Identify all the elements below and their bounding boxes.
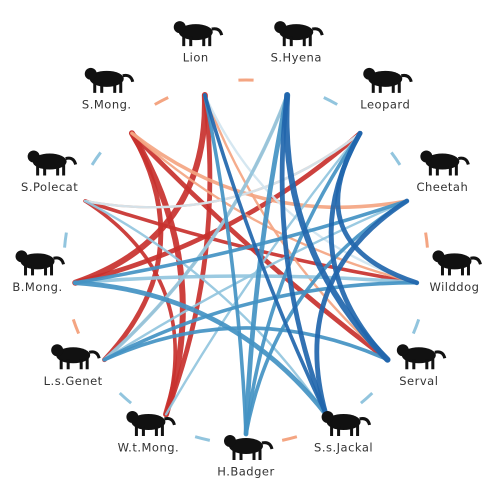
node: Leopard xyxy=(360,68,411,112)
node: Wilddog xyxy=(429,250,480,294)
animal-icon xyxy=(28,151,40,163)
animal-icon xyxy=(432,250,444,262)
animal-icon xyxy=(397,344,409,356)
node-label: Cheetah xyxy=(416,180,468,194)
node-label: Serval xyxy=(399,374,438,388)
ring-arc xyxy=(92,152,101,164)
node-label: S.Mong. xyxy=(82,97,132,111)
animal-icon xyxy=(420,151,432,163)
node: S.Mong. xyxy=(82,68,133,112)
node: Serval xyxy=(397,344,445,388)
animal-icon xyxy=(274,21,286,33)
ring-arc xyxy=(361,393,372,403)
node-label: H.Badger xyxy=(217,465,274,479)
animal-icon xyxy=(126,411,138,423)
node-label: L.s.Genet xyxy=(44,374,103,388)
ring-arc xyxy=(413,319,418,333)
node-label: Lion xyxy=(183,51,209,65)
edge xyxy=(75,95,205,283)
ring-arc xyxy=(391,152,400,164)
node: W.t.Mong. xyxy=(118,411,180,455)
ring-arc xyxy=(73,319,78,333)
ring-arc xyxy=(65,233,67,248)
edge xyxy=(75,276,416,283)
node-label: W.t.Mong. xyxy=(118,440,180,454)
node-label: S.s.Jackal xyxy=(314,440,373,454)
animal-icon xyxy=(85,68,97,80)
node: L.s.Genet xyxy=(44,344,103,388)
node-label: Leopard xyxy=(360,97,410,111)
ring-arc xyxy=(426,233,428,248)
edges xyxy=(75,95,416,434)
node-label: B.Mong. xyxy=(12,280,62,294)
animal-icon xyxy=(224,435,236,447)
animal-icon xyxy=(174,21,186,33)
node: S.Hyena xyxy=(271,21,323,65)
node: H.Badger xyxy=(217,435,274,479)
node-label: Wilddog xyxy=(429,280,479,294)
node-label: S.Polecat xyxy=(21,180,78,194)
node: Lion xyxy=(174,21,222,65)
ring-arc xyxy=(195,437,210,441)
animal-icon xyxy=(322,411,334,423)
node: S.Polecat xyxy=(21,151,78,195)
ring-arc xyxy=(282,437,297,441)
animal-icon xyxy=(51,344,63,356)
animal-icon xyxy=(363,68,375,80)
animal-icon xyxy=(16,250,28,262)
ring-arc xyxy=(120,393,131,403)
ring-arc xyxy=(324,97,337,104)
ring-arc xyxy=(155,97,168,104)
node: B.Mong. xyxy=(12,250,63,294)
node: S.s.Jackal xyxy=(314,411,373,455)
node-label: S.Hyena xyxy=(271,51,322,65)
node: Cheetah xyxy=(416,151,468,195)
